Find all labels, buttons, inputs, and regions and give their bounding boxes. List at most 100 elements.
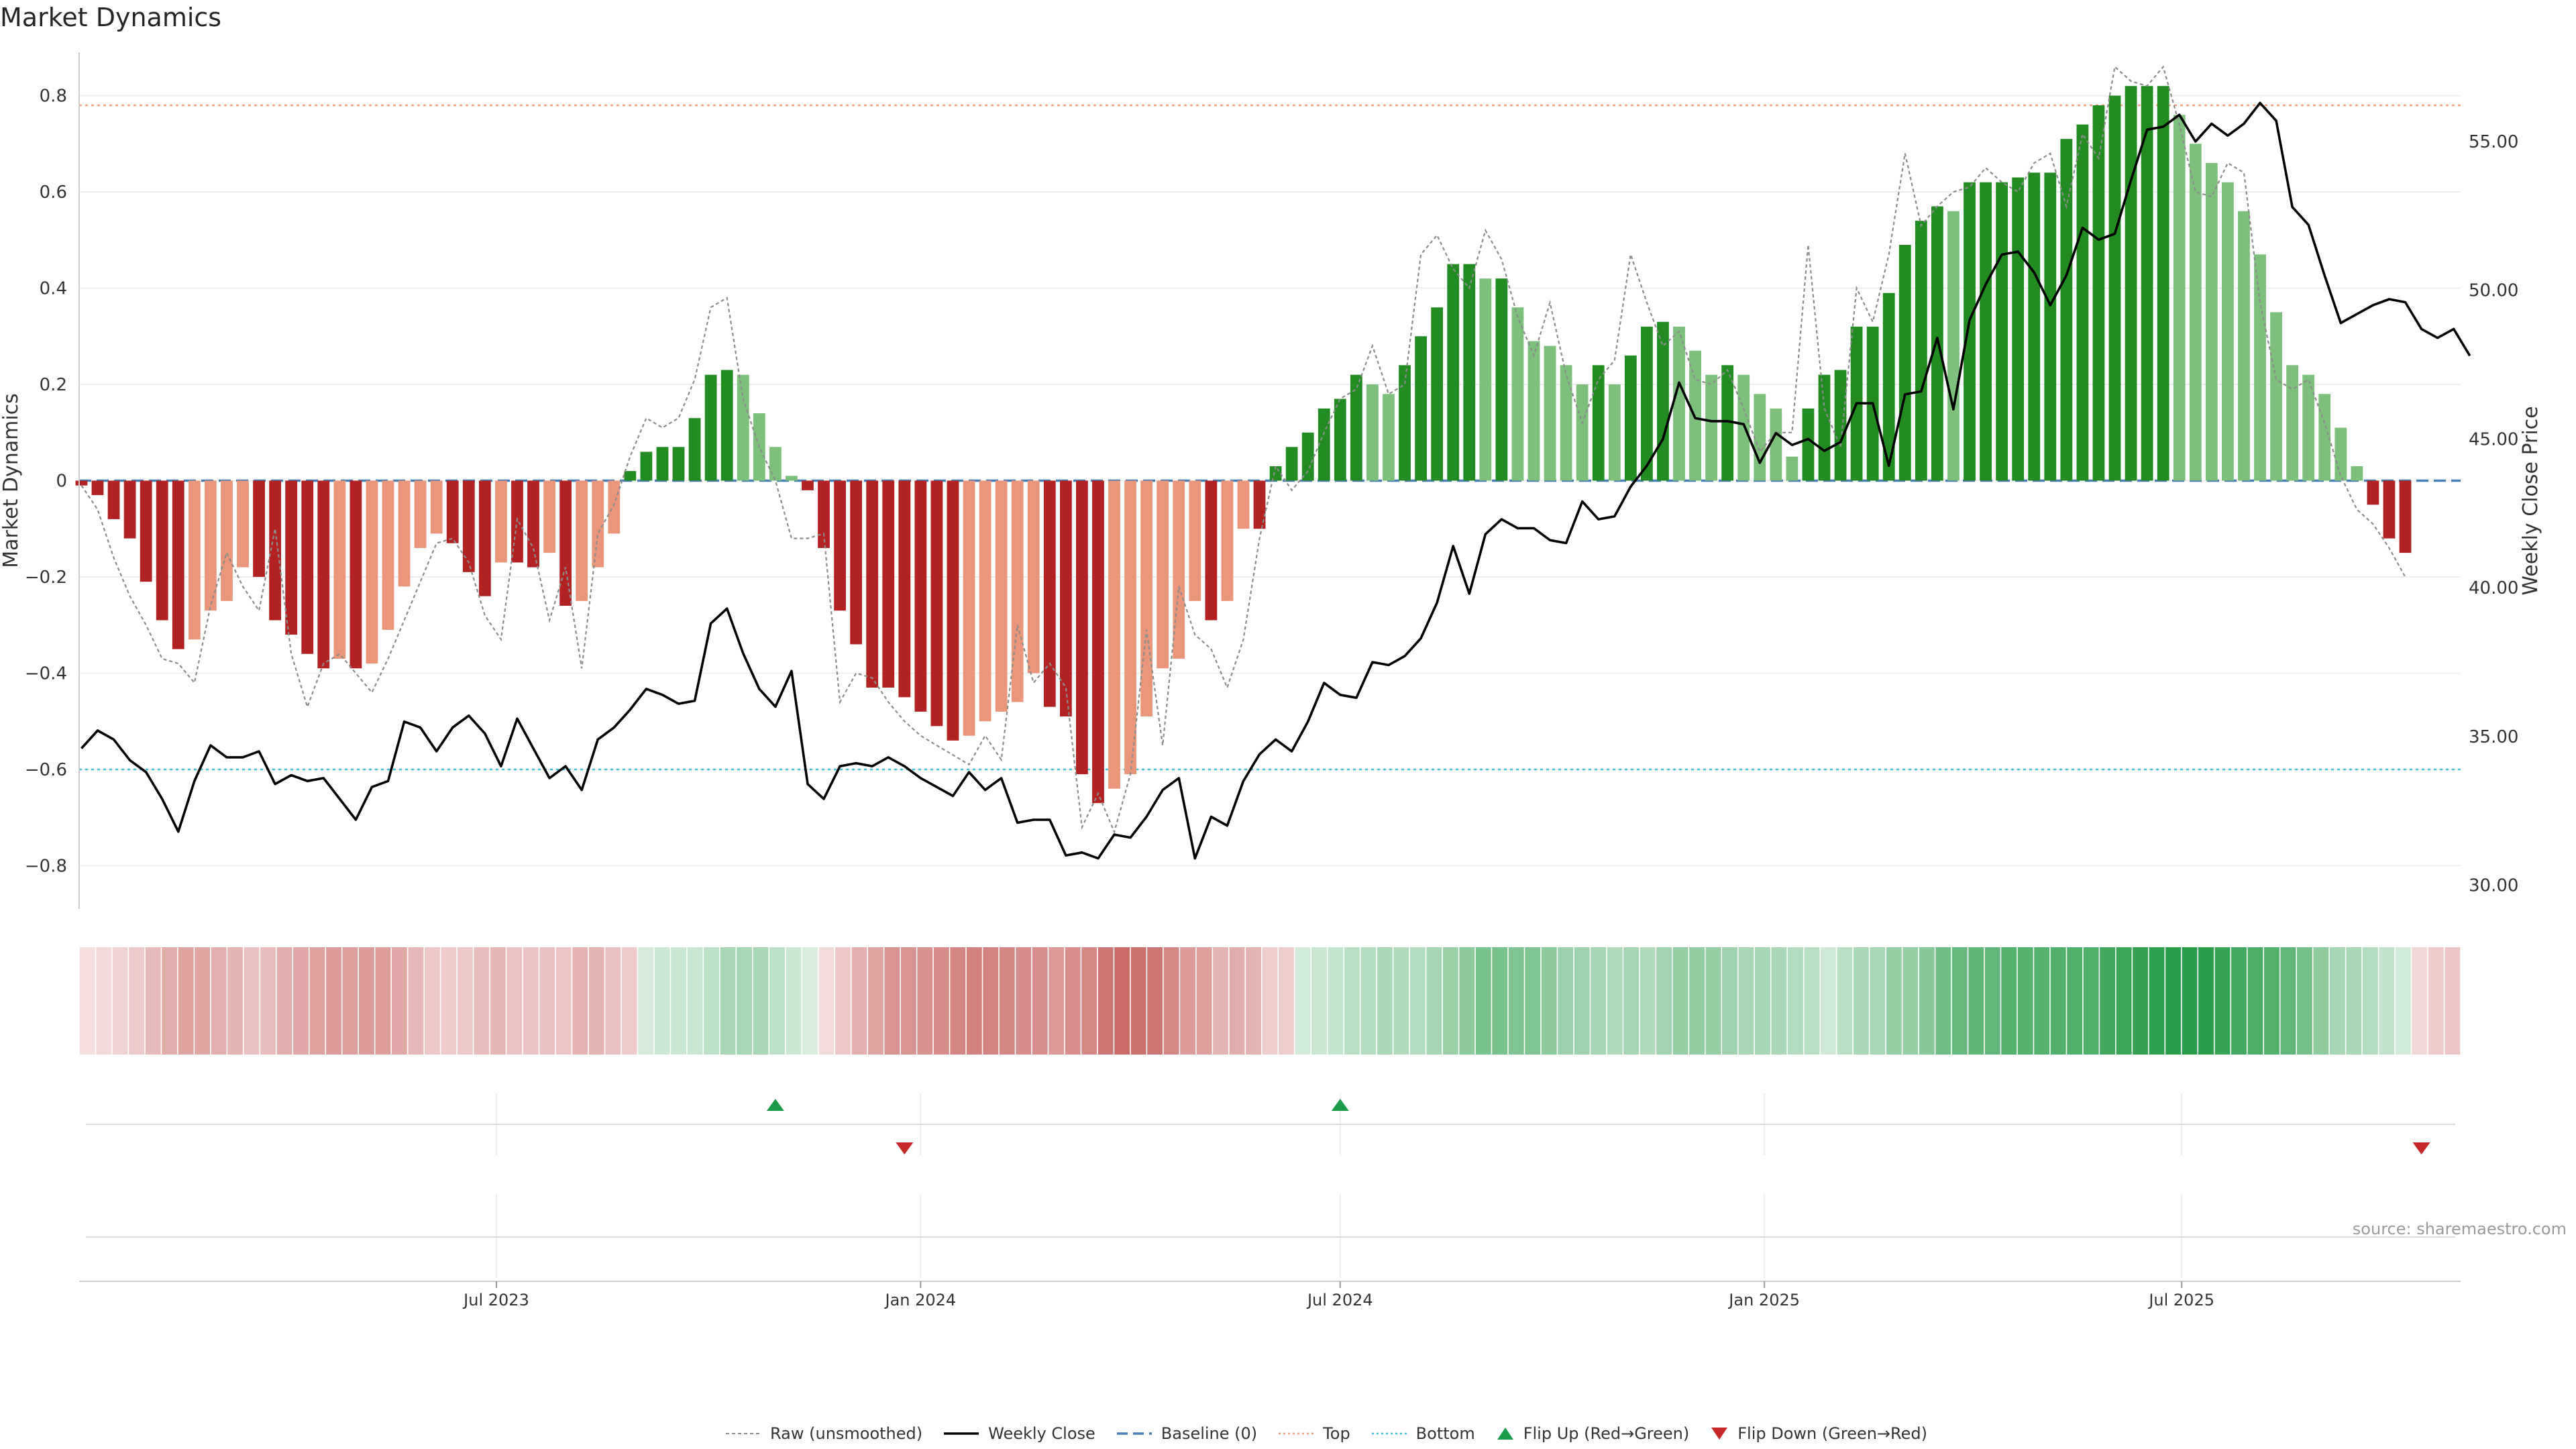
strength-cell xyxy=(326,947,341,1055)
strength-cell xyxy=(1672,947,1688,1055)
dynamics-bar xyxy=(1980,182,1992,481)
close-line xyxy=(80,101,2471,860)
legend-label: Raw (unsmoothed) xyxy=(770,1424,923,1443)
legend-item-close: Weekly Close xyxy=(943,1424,1095,1443)
strength-cell xyxy=(1755,947,1770,1055)
strength-cell xyxy=(769,947,785,1055)
strength-strip xyxy=(79,947,2461,1055)
dynamics-bar xyxy=(1318,408,1330,481)
dynamics-bar xyxy=(786,476,798,481)
dynamics-bar xyxy=(2399,480,2412,553)
dynamics-bar xyxy=(963,480,975,736)
right-tick-label: 50.00 xyxy=(2469,281,2518,301)
raw-series xyxy=(80,65,2406,835)
flip-down-marker xyxy=(2412,1142,2430,1155)
strength-cell xyxy=(1393,947,1409,1055)
dynamics-bar xyxy=(1399,365,1411,481)
legend-raw-swatch xyxy=(726,1433,761,1434)
left-axis-label: Market Dynamics xyxy=(0,393,23,568)
dynamics-bar xyxy=(1657,321,1669,481)
left-tick-label: 0 xyxy=(56,472,67,492)
strength-cell xyxy=(2379,947,2395,1055)
strength-cell xyxy=(457,947,473,1055)
left-tick-label: 0.4 xyxy=(40,279,67,299)
strength-cell xyxy=(884,947,900,1055)
dynamics-bar xyxy=(1253,480,1266,529)
dynamics-bar xyxy=(640,451,653,481)
dynamics-bar xyxy=(2302,374,2315,481)
dynamics-bar xyxy=(995,480,1008,712)
dynamics-bar xyxy=(1334,398,1346,481)
x-tick-label: Jan 2025 xyxy=(1727,1291,1800,1309)
strength-cell xyxy=(195,947,211,1055)
chart-title: Market Dynamics xyxy=(0,3,222,32)
strength-cell xyxy=(1788,947,1803,1055)
dynamics-bar xyxy=(1189,480,1201,601)
dynamics-bar xyxy=(1221,480,1234,601)
strength-cell xyxy=(671,947,687,1055)
dynamics-bar xyxy=(1544,345,1556,481)
dynamics-bar xyxy=(75,480,88,486)
right-axis-label: Weekly Close Price xyxy=(2519,406,2542,595)
right-tick-label: 45.00 xyxy=(2469,429,2518,449)
dynamics-bar xyxy=(350,480,362,669)
dynamics-bar xyxy=(1237,480,1250,529)
legend-bottom-swatch xyxy=(1371,1432,1407,1435)
strength-cell xyxy=(211,947,227,1055)
dynamics-bar xyxy=(301,480,314,654)
strength-cell xyxy=(638,947,654,1055)
strength-cell xyxy=(79,947,95,1055)
strength-cell xyxy=(1771,947,1787,1055)
dynamics-bar xyxy=(1964,182,1976,481)
legend-item-flip-down: Flip Down (Green→Red) xyxy=(1709,1424,1927,1443)
strength-cell xyxy=(260,947,276,1055)
dynamics-bar xyxy=(1802,408,1815,481)
strength-cell xyxy=(1722,947,1737,1055)
dynamics-bar xyxy=(269,480,282,621)
strength-cell xyxy=(1902,947,1919,1055)
strength-cell xyxy=(276,947,292,1055)
dynamics-bar xyxy=(156,480,168,621)
dynamics-bar xyxy=(1834,370,1847,481)
strength-cell xyxy=(1360,947,1377,1055)
strength-cell xyxy=(1919,947,1935,1055)
dynamics-bar xyxy=(1108,480,1120,789)
right-tick-label: 40.00 xyxy=(2469,578,2518,598)
dynamics-bar xyxy=(2286,365,2299,481)
strength-cell xyxy=(950,947,966,1055)
dynamics-bar xyxy=(237,480,249,568)
strength-cell xyxy=(375,947,391,1055)
strength-cell xyxy=(1163,947,1179,1055)
strength-cell xyxy=(588,947,604,1055)
legend-item-top: Top xyxy=(1277,1424,1350,1443)
dynamics-bar xyxy=(1818,374,1831,481)
dynamics-bar xyxy=(1124,480,1136,775)
strength-cell xyxy=(1886,947,1902,1055)
dynamics-bar xyxy=(1673,326,1685,481)
strength-cell xyxy=(145,947,161,1055)
strength-cell xyxy=(1147,947,1163,1055)
dynamics-bar xyxy=(414,480,427,548)
dynamics-bar xyxy=(1786,456,1799,481)
dynamics-bar xyxy=(253,480,265,577)
strength-cell xyxy=(1196,947,1212,1055)
dynamics-bar xyxy=(1043,480,1056,707)
strength-cell xyxy=(539,947,555,1055)
strength-cell xyxy=(900,947,916,1055)
legend-flip-up-icon xyxy=(1497,1428,1513,1440)
strength-cell xyxy=(786,947,802,1055)
weekly-close-series xyxy=(80,101,2471,860)
strength-cell xyxy=(2034,947,2050,1055)
strength-cell xyxy=(1591,947,1607,1055)
legend: Raw (unsmoothed) Weekly Close Baseline (… xyxy=(724,1422,1947,1445)
strength-cell xyxy=(1032,947,1048,1055)
legend-baseline-swatch xyxy=(1116,1432,1152,1435)
left-tick-label: −0.8 xyxy=(25,856,67,876)
strength-cell xyxy=(2165,947,2181,1055)
left-tick-label: −0.2 xyxy=(25,568,67,588)
strength-cell xyxy=(1508,947,1524,1055)
strength-cell xyxy=(129,947,145,1055)
dynamics-bar xyxy=(478,480,491,596)
dynamics-bar xyxy=(430,480,443,534)
strength-cell xyxy=(654,947,670,1055)
